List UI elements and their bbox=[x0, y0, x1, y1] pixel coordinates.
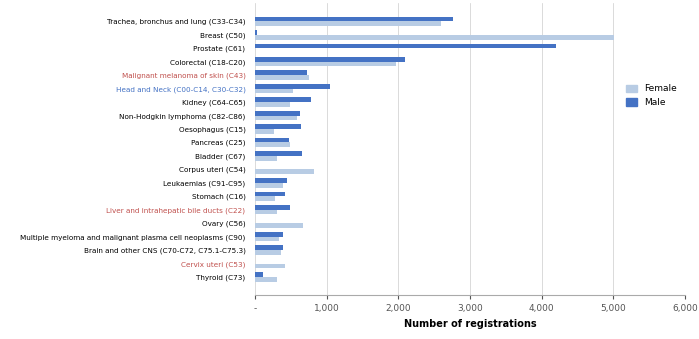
Bar bbox=[255, 30, 257, 35]
Bar bbox=[255, 35, 614, 40]
Bar bbox=[255, 170, 314, 174]
Bar bbox=[255, 205, 290, 210]
Bar bbox=[255, 116, 296, 120]
Bar bbox=[255, 250, 281, 255]
Bar bbox=[255, 84, 331, 88]
Bar bbox=[255, 237, 280, 241]
Bar bbox=[255, 97, 311, 102]
Bar bbox=[255, 21, 442, 26]
Bar bbox=[255, 277, 278, 282]
Bar bbox=[255, 183, 283, 187]
Bar bbox=[255, 138, 289, 142]
Bar bbox=[255, 178, 287, 183]
Bar bbox=[255, 111, 301, 116]
Legend: Female, Male: Female, Male bbox=[623, 81, 681, 111]
Bar bbox=[255, 142, 290, 147]
Bar bbox=[255, 245, 283, 250]
Bar bbox=[255, 57, 405, 62]
Bar bbox=[255, 196, 275, 201]
Bar bbox=[255, 272, 263, 277]
Bar bbox=[255, 210, 277, 214]
Bar bbox=[255, 156, 278, 161]
Bar bbox=[255, 232, 283, 237]
Bar bbox=[255, 192, 284, 196]
Bar bbox=[255, 17, 453, 21]
Bar bbox=[255, 263, 285, 268]
Bar bbox=[255, 129, 275, 134]
Bar bbox=[255, 124, 301, 129]
X-axis label: Number of registrations: Number of registrations bbox=[404, 319, 536, 328]
Bar bbox=[255, 43, 556, 48]
Bar bbox=[255, 62, 396, 66]
Bar bbox=[255, 102, 289, 107]
Bar bbox=[255, 75, 309, 80]
Bar bbox=[255, 223, 303, 228]
Bar bbox=[255, 71, 307, 75]
Bar bbox=[255, 88, 293, 93]
Bar bbox=[255, 151, 303, 156]
